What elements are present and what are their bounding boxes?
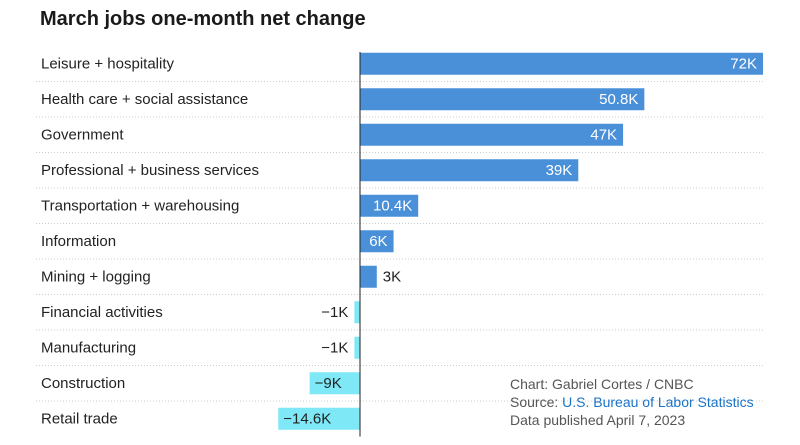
bar [360,265,377,288]
category-label: Retail trade [41,410,118,427]
bar [360,194,419,217]
source-prefix: Source: [510,394,563,410]
bar [360,159,579,182]
value-label: 47K [590,126,617,143]
bar [354,301,360,324]
category-label: Mining + logging [41,268,151,285]
category-label: Government [41,126,124,143]
value-label: 10.4K [373,197,412,214]
category-label: Leisure + hospitality [41,55,174,72]
bar [278,407,360,430]
value-label: −14.6K [283,410,331,427]
published-date: Data published April 7, 2023 [510,412,686,428]
source-line: Source: U.S. Bureau of Labor Statistics [510,393,754,411]
value-label: 6K [369,233,387,250]
category-label: Professional + business services [41,162,259,179]
category-label: Financial activities [41,304,163,321]
source-link[interactable]: U.S. Bureau of Labor Statistics [562,394,754,410]
value-label: −9K [315,375,342,392]
value-label: 50.8K [599,91,638,108]
bar [360,88,645,111]
category-label: Transportation + warehousing [41,197,239,214]
category-label: Manufacturing [41,339,136,356]
value-label: 39K [546,162,573,179]
category-label: Information [41,233,116,250]
chart-footer: Chart: Gabriel Cortes / CNBC Source: U.S… [510,375,754,429]
bar [309,372,360,395]
value-label: 3K [383,268,401,285]
category-label: Health care + social assistance [41,91,248,108]
value-label: −1K [321,339,348,356]
value-label: 72K [730,55,757,72]
chart-credit: Chart: Gabriel Cortes / CNBC [510,376,694,392]
chart-title: March jobs one-month net change [40,8,366,30]
category-label: Construction [41,375,125,392]
bar [360,230,394,253]
bar [360,123,624,146]
bar [360,52,763,75]
value-label: −1K [321,304,348,321]
bar [354,336,360,359]
